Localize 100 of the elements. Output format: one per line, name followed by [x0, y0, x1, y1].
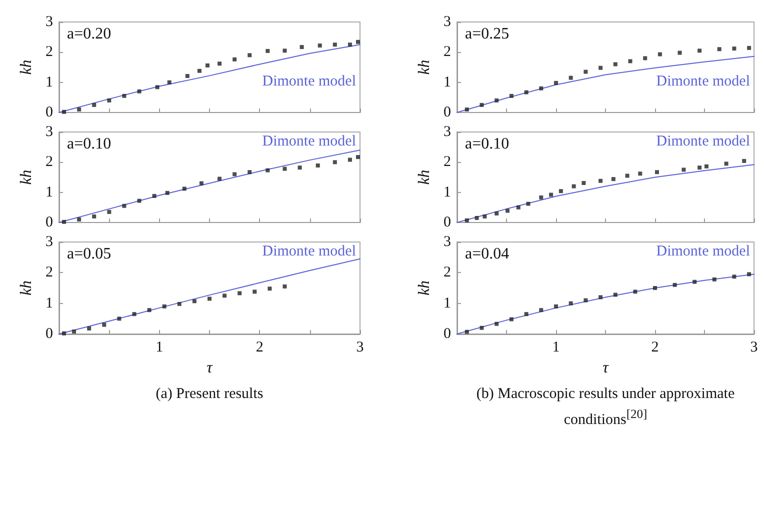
point: [732, 46, 736, 51]
point: [724, 162, 728, 166]
point: [218, 62, 222, 66]
point: [524, 312, 528, 316]
point: [232, 57, 237, 62]
point: [155, 85, 160, 90]
point: [300, 45, 304, 50]
x-tick-label: 2: [256, 340, 264, 356]
point: [92, 214, 96, 218]
x-tick-label: 3: [356, 340, 364, 356]
point: [282, 284, 287, 288]
point: [177, 302, 182, 306]
point: [613, 292, 618, 297]
series-label: Dimonte model: [656, 74, 750, 90]
point: [62, 220, 66, 224]
y-tick-label: 2: [46, 154, 53, 170]
point: [742, 158, 746, 163]
y-axis-title: kh: [18, 170, 36, 185]
y-tick-label: 0: [444, 104, 451, 120]
point: [122, 94, 126, 98]
point: [218, 176, 222, 181]
point: [232, 172, 237, 176]
point: [568, 301, 573, 306]
point: [539, 195, 544, 200]
annotation: a=0.10: [465, 136, 510, 152]
point: [625, 174, 630, 178]
y-tick-label: 1: [46, 74, 53, 90]
point: [524, 90, 528, 94]
point: [332, 160, 337, 164]
point: [598, 295, 603, 300]
point: [494, 211, 499, 216]
point: [568, 76, 573, 80]
point: [348, 42, 352, 47]
point: [482, 214, 487, 218]
point: [464, 107, 469, 112]
point: [628, 59, 632, 64]
point: [197, 68, 202, 73]
point: [692, 280, 697, 284]
point: [87, 326, 92, 330]
point: [77, 217, 82, 222]
point: [505, 208, 510, 213]
series-label: Dimonte model: [262, 74, 356, 90]
point: [192, 299, 196, 304]
point: [238, 291, 242, 296]
point: [672, 282, 677, 287]
y-axis-title: kh: [18, 280, 36, 296]
point: [712, 277, 716, 282]
point: [132, 312, 136, 316]
point: [266, 168, 270, 172]
point: [185, 74, 190, 78]
point: [509, 94, 514, 98]
point: [516, 205, 520, 210]
point: [165, 190, 170, 195]
point: [732, 274, 736, 279]
y-tick-label: 0: [444, 214, 451, 230]
y-axis-title: kh: [18, 60, 36, 75]
x-axis-title: τ: [206, 359, 214, 376]
point: [464, 330, 469, 334]
point: [137, 198, 142, 203]
point: [554, 304, 558, 308]
point: [107, 98, 112, 102]
annotation: a=0.04: [465, 246, 510, 262]
annotation: a=0.05: [67, 246, 112, 262]
y-tick-label: 2: [444, 264, 451, 281]
point: [332, 42, 337, 47]
series-label: Dimonte model: [262, 134, 356, 150]
y-tick-label: 2: [444, 154, 451, 170]
y-tick-label: 1: [444, 295, 451, 312]
point: [654, 170, 659, 174]
point: [526, 202, 530, 206]
point: [107, 210, 112, 214]
point: [549, 192, 554, 197]
annotation: a=0.10: [67, 136, 112, 152]
point: [480, 102, 484, 107]
y-tick-label: 3: [444, 234, 451, 250]
x-tick-label: 1: [552, 340, 560, 356]
point: [102, 322, 106, 327]
point: [298, 166, 302, 170]
point: [494, 98, 499, 102]
point: [122, 204, 126, 208]
x-tick-label: 2: [651, 340, 659, 356]
y-tick-label: 0: [46, 104, 53, 120]
point: [698, 48, 702, 53]
point: [356, 155, 360, 160]
point: [62, 110, 66, 114]
point: [717, 47, 722, 52]
point: [638, 172, 642, 176]
point: [248, 53, 252, 58]
y-tick-label: 2: [46, 44, 53, 60]
y-axis-title: kh: [416, 280, 434, 296]
point: [252, 290, 257, 294]
point: [653, 286, 657, 290]
point: [584, 298, 588, 302]
y-tick-label: 1: [46, 295, 53, 312]
series-label: Dimonte model: [656, 134, 750, 150]
point: [572, 184, 576, 188]
y-tick-label: 2: [444, 44, 451, 60]
y-tick-label: 3: [46, 124, 53, 140]
point: [611, 177, 616, 182]
point: [582, 180, 586, 185]
